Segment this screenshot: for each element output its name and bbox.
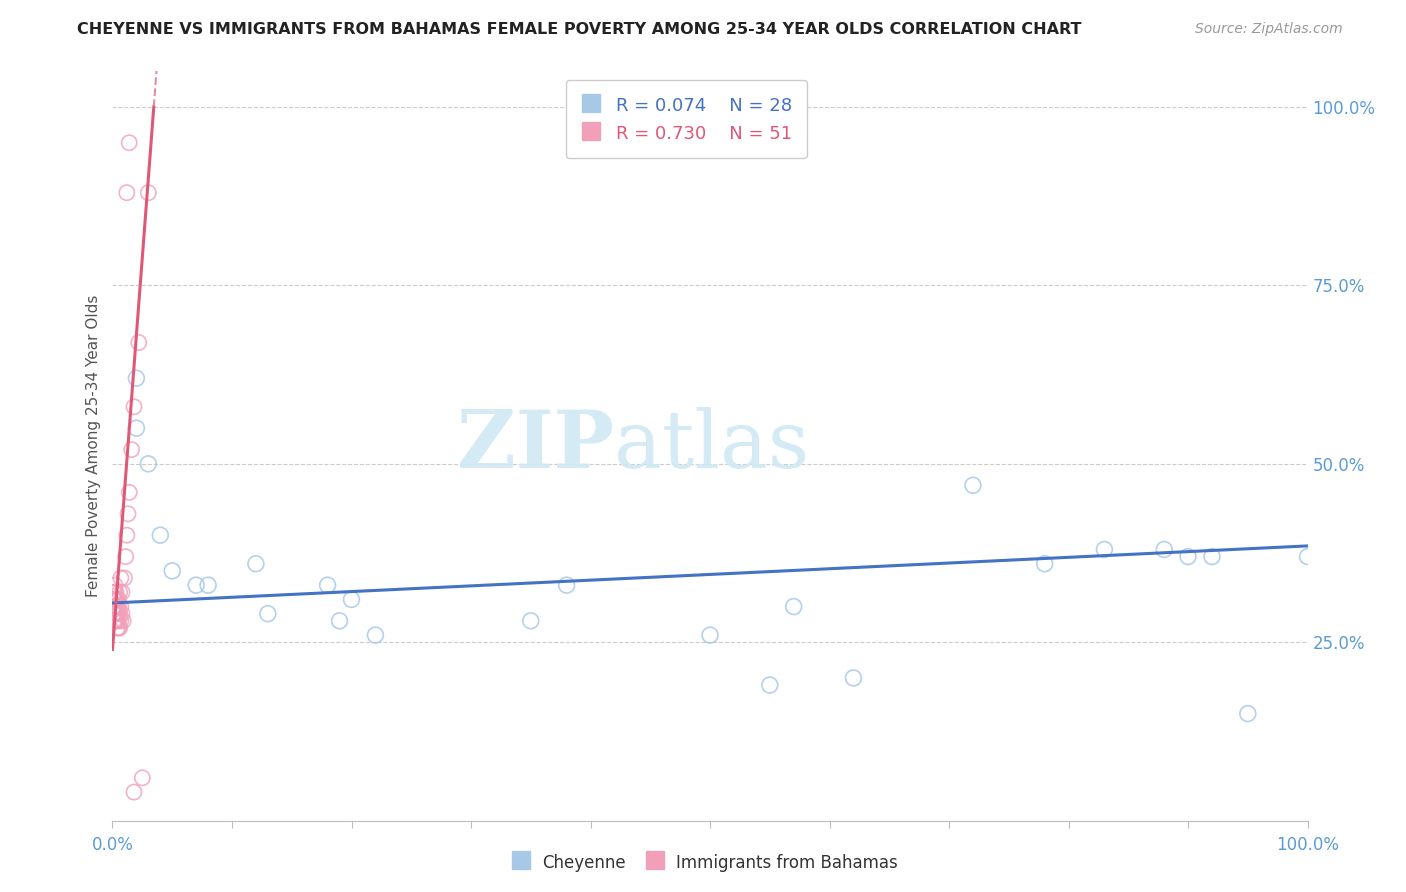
Point [105,614,128,628]
Point [105,614,128,628]
Point [1237,706,1260,721]
Point [125,421,148,435]
Point [138,457,160,471]
Point [104,614,127,628]
Point [103,599,125,614]
Text: CHEYENNE VS IMMIGRANTS FROM BAHAMAS FEMALE POVERTY AMONG 25-34 YEAR OLDS CORRELA: CHEYENNE VS IMMIGRANTS FROM BAHAMAS FEMA… [77,22,1081,37]
Point [111,607,134,621]
Point [105,599,128,614]
Point [114,571,135,585]
Point [103,585,125,599]
Point [118,485,141,500]
Point [108,621,131,635]
Point [122,785,145,799]
Point [149,528,172,542]
Point [104,607,127,621]
Point [122,400,145,414]
Point [105,585,128,599]
Point [104,599,127,614]
Point [1201,549,1223,564]
Point [112,614,135,628]
Point [107,592,129,607]
Point [197,578,219,592]
Point [364,628,387,642]
Point [842,671,865,685]
Point [104,585,127,599]
Point [103,607,125,621]
Point [107,614,129,628]
Point [105,621,128,635]
Point [759,678,782,692]
Point [121,442,143,457]
Point [104,607,127,621]
Point [138,186,160,200]
Point [107,599,129,614]
Point [104,592,127,607]
Point [105,592,128,607]
Point [329,614,352,628]
Point [105,607,128,621]
Point [103,592,125,607]
Text: Source: ZipAtlas.com: Source: ZipAtlas.com [1195,22,1343,37]
Point [257,607,280,621]
Point [107,607,129,621]
Point [103,614,125,628]
Point [1296,549,1319,564]
Point [105,614,128,628]
Point [110,599,132,614]
Point [114,549,136,564]
Point [104,599,127,614]
Point [105,607,128,621]
Point [104,614,127,628]
Point [103,599,125,614]
Point [108,607,131,621]
Point [555,578,578,592]
Point [131,771,153,785]
Point [105,599,128,614]
Point [316,578,339,592]
Point [699,628,721,642]
Point [1094,542,1116,557]
Point [520,614,543,628]
Legend: R = 0.074    N = 28, R = 0.730    N = 51: R = 0.074 N = 28, R = 0.730 N = 51 [565,80,807,158]
Point [186,578,208,592]
Point [125,371,148,385]
Point [105,592,128,607]
Point [117,507,139,521]
Point [104,592,127,607]
Point [110,571,132,585]
Point [111,585,134,599]
Point [108,585,131,599]
Point [162,564,183,578]
Text: ZIP: ZIP [457,407,614,485]
Point [782,599,804,614]
Text: atlas: atlas [614,407,810,485]
Point [128,335,150,350]
Legend: Cheyenne, Immigrants from Bahamas: Cheyenne, Immigrants from Bahamas [502,846,904,880]
Point [103,607,125,621]
Point [115,528,138,542]
Point [107,621,129,635]
Point [118,136,141,150]
Point [110,614,132,628]
Point [115,186,138,200]
Point [245,557,267,571]
Point [1153,542,1175,557]
Y-axis label: Female Poverty Among 25-34 Year Olds: Female Poverty Among 25-34 Year Olds [86,295,101,597]
Point [1177,549,1199,564]
Point [340,592,363,607]
Point [1033,557,1056,571]
Point [962,478,984,492]
Point [104,578,127,592]
